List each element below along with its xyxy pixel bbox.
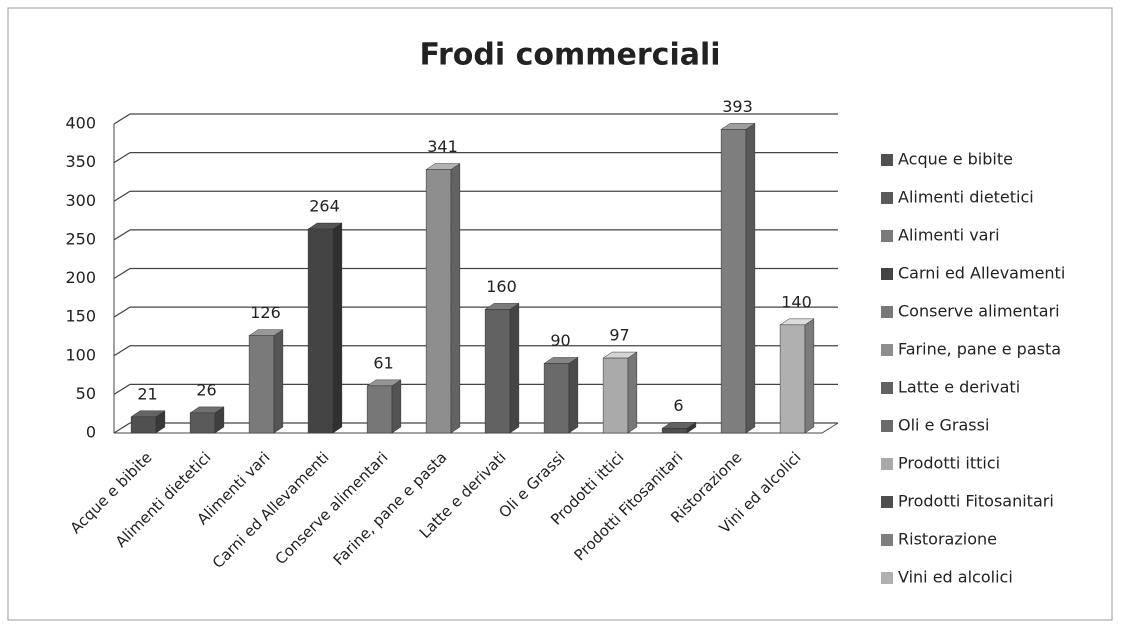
bar <box>661 428 688 434</box>
grid-line-wall <box>113 306 131 318</box>
legend-swatch <box>881 534 893 546</box>
data-label: 126 <box>250 303 281 322</box>
bar <box>779 324 806 434</box>
data-label: 26 <box>196 380 216 399</box>
bar <box>307 228 334 434</box>
bar-side <box>273 329 284 434</box>
y-tick-label: 200 <box>65 268 96 287</box>
y-tick-label: 300 <box>65 191 96 210</box>
y-tick-label: 0 <box>86 423 96 442</box>
data-label: 6 <box>673 396 683 415</box>
grid-line-wall <box>113 229 131 241</box>
legend-label: Prodotti Fitosanitari <box>898 492 1054 511</box>
y-tick-label: 250 <box>65 229 96 248</box>
legend-label: Acque e bibite <box>898 150 1013 169</box>
legend-swatch <box>881 268 893 280</box>
y-tick-label: 350 <box>65 152 96 171</box>
legend-swatch <box>881 154 893 166</box>
y-tick-label: 100 <box>65 345 96 364</box>
chart-border <box>7 7 1113 621</box>
legend-label: Alimenti dietetici <box>898 188 1034 207</box>
data-label: 21 <box>137 384 157 403</box>
data-label: 393 <box>722 97 753 116</box>
grid-line-wall <box>113 152 131 164</box>
bar <box>543 363 570 434</box>
legend-label: Oli e Grassi <box>898 416 989 435</box>
legend-label: Ristorazione <box>898 530 997 549</box>
legend-swatch <box>881 382 893 394</box>
data-label: 264 <box>309 197 340 216</box>
data-label: 61 <box>373 353 393 372</box>
bar <box>130 416 157 434</box>
legend-swatch <box>881 192 893 204</box>
legend-swatch <box>881 230 893 242</box>
bar-side <box>450 163 461 434</box>
grid-line-wall <box>113 422 131 434</box>
legend-label: Prodotti ittici <box>898 454 1000 473</box>
bar-side <box>568 357 579 434</box>
bar <box>248 335 275 434</box>
data-label: 97 <box>609 326 629 345</box>
bar <box>366 385 393 434</box>
legend-label: Latte e derivati <box>898 378 1020 397</box>
chart-title: Frodi commerciali <box>419 38 720 73</box>
legend-label: Farine, pane e pasta <box>898 340 1061 359</box>
bar-side <box>627 351 638 434</box>
legend-label: Conserve alimentari <box>898 302 1060 321</box>
grid-line-wall <box>113 345 131 357</box>
legend-label: Carni ed Allevamenti <box>898 264 1065 283</box>
floor <box>114 422 839 434</box>
y-tick-label: 50 <box>76 384 96 403</box>
legend-swatch <box>881 496 893 508</box>
legend-label: Vini ed alcolici <box>898 568 1013 587</box>
grid-line-wall <box>113 267 131 280</box>
legend-swatch <box>881 344 893 356</box>
data-label: 140 <box>781 292 812 311</box>
legend-swatch <box>881 420 893 432</box>
bar <box>425 169 452 434</box>
y-tick-label: 150 <box>65 307 96 326</box>
data-label: 90 <box>550 331 570 350</box>
bar <box>484 309 511 434</box>
legend-swatch <box>881 306 893 318</box>
legend-swatch <box>881 458 893 470</box>
bar-side <box>509 302 520 434</box>
bar <box>189 412 216 434</box>
data-label: 341 <box>427 137 458 156</box>
bar-side <box>804 318 815 434</box>
legend-swatch <box>881 572 893 584</box>
bar-side <box>391 379 402 434</box>
bar <box>720 129 747 434</box>
bar-side <box>332 222 343 434</box>
legend-label: Alimenti vari <box>898 226 1000 245</box>
grid-line-wall <box>113 190 131 202</box>
grid-line-wall <box>113 383 131 395</box>
data-label: 160 <box>486 277 517 296</box>
bar <box>602 357 629 434</box>
y-tick-label: 400 <box>65 114 96 133</box>
bar-side <box>745 122 756 434</box>
grid-line-wall <box>113 113 131 125</box>
